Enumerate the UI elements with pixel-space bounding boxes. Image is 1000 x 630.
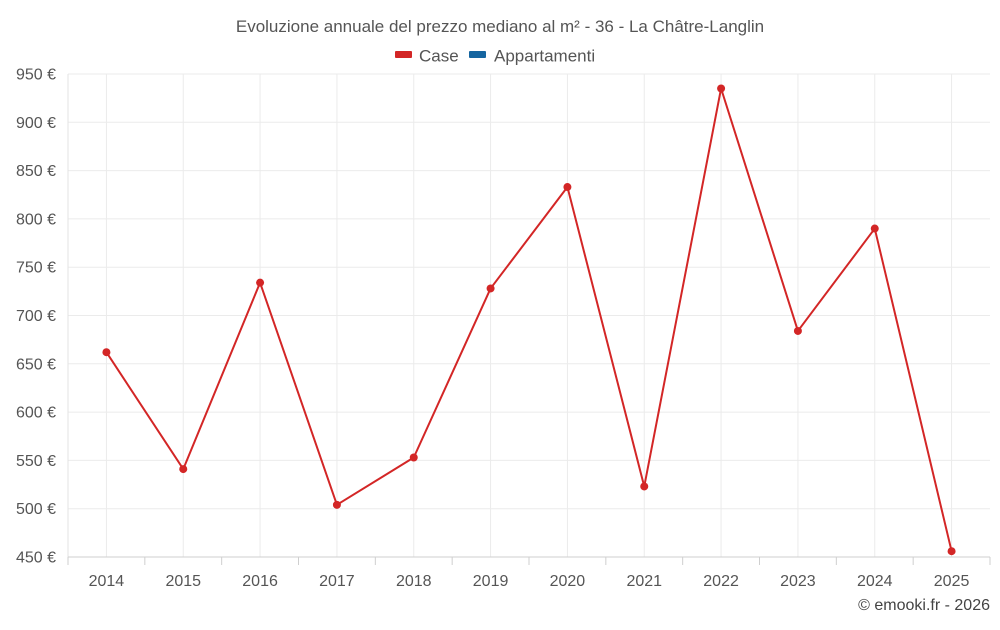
y-tick-label: 950 € bbox=[16, 67, 56, 84]
data-point[interactable] bbox=[947, 547, 956, 556]
y-tick-label: 850 € bbox=[16, 163, 56, 180]
y-tick-label: 600 € bbox=[16, 405, 56, 422]
data-point[interactable] bbox=[332, 500, 341, 509]
y-tick-label: 650 € bbox=[16, 356, 56, 373]
legend-swatch-case bbox=[395, 51, 412, 58]
legend-item-appartamenti[interactable]: Appartamenti bbox=[469, 47, 595, 66]
y-tick-label: 800 € bbox=[16, 211, 56, 228]
credit-text: © emooki.fr - 2026 bbox=[858, 597, 990, 614]
x-tick-label: 2021 bbox=[626, 573, 662, 590]
x-tick-label: 2019 bbox=[473, 573, 509, 590]
x-tick-label: 2020 bbox=[550, 573, 586, 590]
y-tick-label: 550 € bbox=[16, 453, 56, 470]
y-tick-label: 750 € bbox=[16, 260, 56, 277]
x-tick-label: 2018 bbox=[396, 573, 432, 590]
data-point[interactable] bbox=[717, 84, 726, 93]
data-point[interactable] bbox=[870, 224, 879, 233]
grid bbox=[68, 73, 990, 558]
series-layer bbox=[102, 84, 956, 556]
legend-label-appartamenti: Appartamenti bbox=[494, 47, 595, 66]
x-tick-label: 2015 bbox=[165, 573, 201, 590]
legend-swatch-appartamenti bbox=[469, 51, 486, 58]
y-tick-label: 500 € bbox=[16, 501, 56, 518]
data-point[interactable] bbox=[486, 284, 495, 293]
chart-title: Evoluzione annuale del prezzo mediano al… bbox=[236, 17, 764, 36]
y-tick-label: 900 € bbox=[16, 115, 56, 132]
x-tick-label: 2022 bbox=[703, 573, 739, 590]
data-point[interactable] bbox=[102, 348, 111, 357]
x-tick-label: 2017 bbox=[319, 573, 355, 590]
x-tick-label: 2023 bbox=[780, 573, 816, 590]
x-tick-label: 2024 bbox=[857, 573, 893, 590]
legend: Case Appartamenti bbox=[395, 47, 595, 66]
data-point[interactable] bbox=[793, 326, 802, 335]
legend-label-case: Case bbox=[419, 47, 459, 66]
x-tick-label: 2025 bbox=[934, 573, 970, 590]
axes: 450 € 500 € 550 € 600 € 650 € 700 € 750 € 800 €… bbox=[16, 67, 991, 590]
y-tick-label: 450 € bbox=[16, 550, 56, 567]
data-point[interactable] bbox=[256, 278, 265, 287]
data-point[interactable] bbox=[563, 183, 572, 192]
data-point[interactable] bbox=[409, 453, 418, 462]
data-point[interactable] bbox=[640, 482, 649, 491]
y-tick-label: 700 € bbox=[16, 308, 56, 325]
data-point[interactable] bbox=[179, 465, 188, 474]
x-tick-label: 2016 bbox=[242, 573, 278, 590]
series-line-case bbox=[105, 87, 953, 552]
legend-item-case[interactable]: Case bbox=[395, 47, 459, 66]
x-tick-label: 2014 bbox=[89, 573, 125, 590]
